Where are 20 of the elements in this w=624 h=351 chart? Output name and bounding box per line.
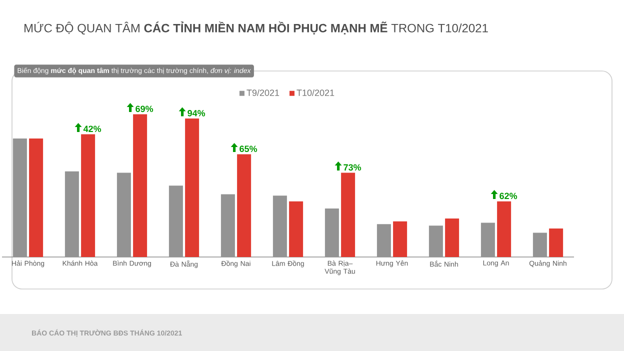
bar xyxy=(341,172,356,257)
annotation: 73% xyxy=(344,164,362,171)
bar xyxy=(81,134,96,257)
annotation: 42% xyxy=(83,126,102,132)
legend-label: T9/2021 xyxy=(246,89,280,96)
bar xyxy=(185,118,200,257)
bar xyxy=(289,201,304,257)
bar xyxy=(497,201,512,257)
bar xyxy=(445,218,460,257)
annotation: 69% xyxy=(136,106,154,112)
annotation: 62% xyxy=(500,192,518,200)
bar xyxy=(29,138,44,257)
chart-title: MỨC ĐỘ QUAN TÂM CÁC TỈNH MIỀN NAM HỒI PHỤC MẠNH MẼ TRONG T10/2021 xyxy=(24,21,488,35)
annotation: 94% xyxy=(188,110,206,116)
legend-label: T10/2021 xyxy=(296,89,334,96)
bar xyxy=(237,154,252,257)
bar xyxy=(549,228,564,257)
annotation: 65% xyxy=(240,146,258,152)
bar xyxy=(393,221,408,257)
bar xyxy=(133,114,148,257)
